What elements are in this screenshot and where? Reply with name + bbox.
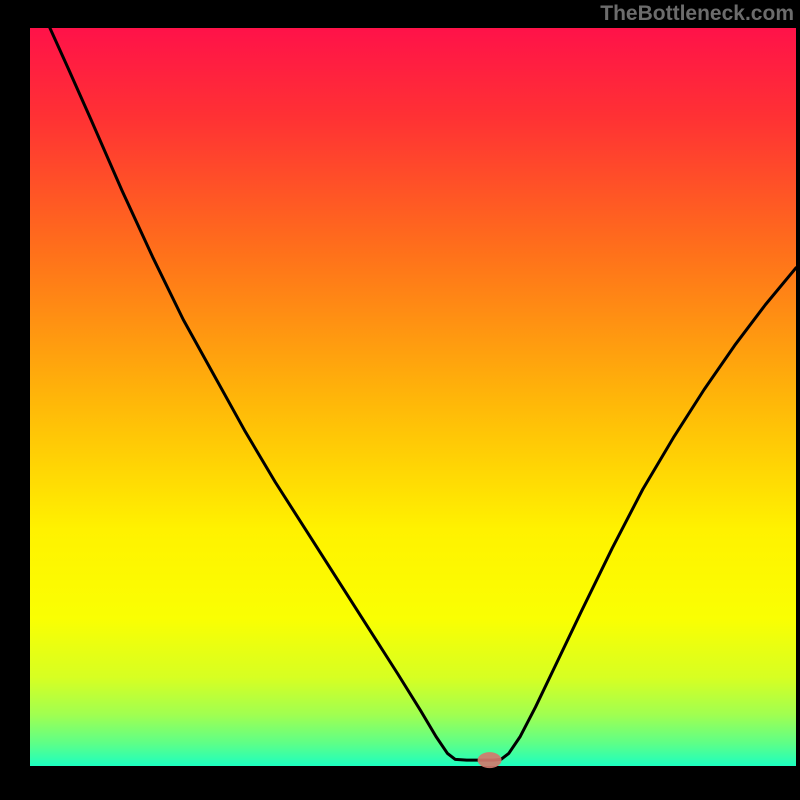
chart-container: TheBottleneck.com — [0, 0, 800, 800]
watermark-text: TheBottleneck.com — [600, 2, 794, 26]
plot-background — [30, 28, 796, 766]
optimal-marker — [478, 752, 502, 768]
bottleneck-chart — [0, 0, 800, 800]
